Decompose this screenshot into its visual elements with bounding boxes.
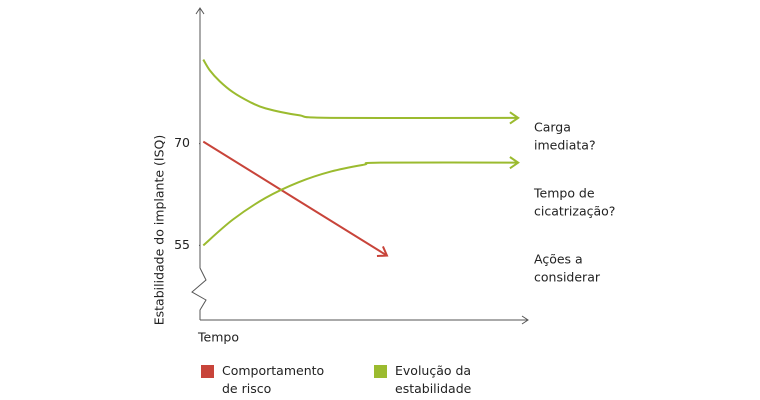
x-axis-label: Tempo bbox=[197, 330, 239, 345]
annotation: imediata? bbox=[534, 138, 596, 153]
x-axis bbox=[200, 315, 529, 325]
legend-label: Evolução da estabilidade bbox=[395, 363, 472, 396]
y-axis-label: Estabilidade do implante (ISQ) bbox=[152, 135, 167, 326]
series-line bbox=[202, 140, 388, 257]
series-line bbox=[202, 59, 519, 120]
y-axis bbox=[191, 8, 207, 320]
arrow-head bbox=[376, 246, 389, 258]
annotation: Ações a bbox=[534, 252, 583, 267]
annotation: Carga bbox=[534, 120, 571, 135]
arrow-head bbox=[509, 156, 520, 170]
y-axis-arrow bbox=[195, 7, 205, 15]
legend-swatch bbox=[374, 365, 387, 378]
arrow-head bbox=[509, 111, 520, 125]
annotation: cicatrização? bbox=[534, 204, 615, 219]
annotation: Tempo de bbox=[533, 186, 595, 201]
y-tick-label: 70 bbox=[174, 135, 190, 150]
series-line bbox=[202, 161, 519, 247]
legend-label: Comportamento de risco bbox=[222, 363, 325, 396]
y-tick-label: 55 bbox=[174, 237, 190, 252]
legend-swatch bbox=[201, 365, 214, 378]
annotation: considerar bbox=[534, 270, 601, 285]
